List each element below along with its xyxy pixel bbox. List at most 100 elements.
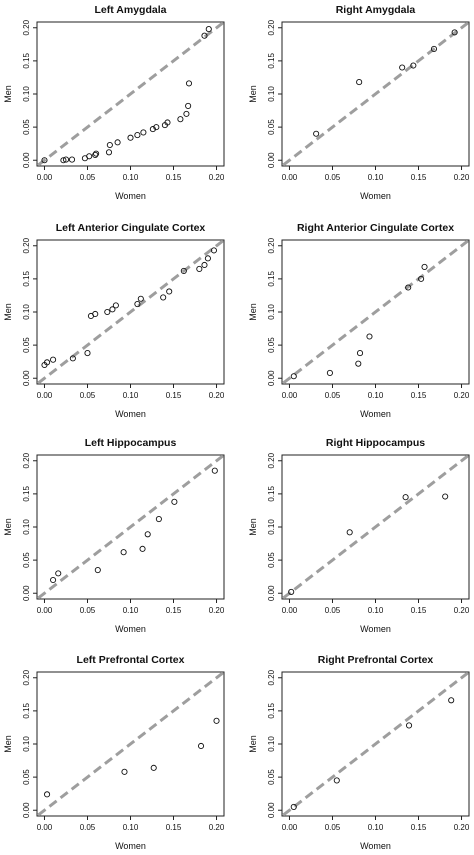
identity-reference-line <box>37 240 224 384</box>
x-tick-label: 0.05 <box>80 391 96 400</box>
y-tick-label: 0.00 <box>22 802 31 818</box>
x-tick-label: 0.15 <box>411 606 427 615</box>
data-point <box>68 156 76 163</box>
data-point <box>204 255 211 262</box>
data-point <box>104 308 111 316</box>
data-point <box>211 467 218 474</box>
data-point <box>418 275 425 282</box>
panel-title: Right Anterior Cingulate Cortex <box>297 222 454 234</box>
x-tick-label: 0.10 <box>368 606 384 615</box>
x-tick-label: 0.20 <box>454 606 470 615</box>
x-tick-label: 0.05 <box>80 173 96 182</box>
chart-panel-7: Left Prefrontal Cortex 0.00 0.05 0.10 0.15 0.… <box>3 654 225 851</box>
y-tick-label: 0.00 <box>267 585 276 601</box>
x-tick-label: 0.20 <box>454 391 470 400</box>
y-tick-label: 0.20 <box>22 669 31 685</box>
data-point <box>290 803 297 810</box>
data-point <box>69 355 76 362</box>
x-tick-label: 0.00 <box>282 391 298 400</box>
identity-reference-line <box>282 240 469 384</box>
x-axis-label: Women <box>360 409 391 419</box>
data-point <box>114 139 121 146</box>
y-tick-label: 0.15 <box>22 486 31 502</box>
x-tick-label: 0.10 <box>123 606 139 615</box>
data-point <box>50 576 57 584</box>
y-tick-label: 0.10 <box>267 519 276 535</box>
y-tick-label: 0.20 <box>22 19 31 35</box>
data-point <box>44 791 51 798</box>
data-point <box>205 26 212 33</box>
x-axis-label: Women <box>360 624 391 634</box>
data-point <box>366 333 373 340</box>
data-point <box>430 45 438 53</box>
identity-reference-line <box>37 455 224 599</box>
y-tick-label: 0.10 <box>267 304 276 320</box>
y-tick-label: 0.00 <box>22 585 31 601</box>
identity-reference-line <box>282 455 469 599</box>
data-point <box>139 545 146 552</box>
identity-reference-line <box>37 672 224 816</box>
y-axis-label: Men <box>248 518 258 536</box>
y-tick-label: 0.10 <box>22 304 31 320</box>
x-tick-label: 0.05 <box>80 606 96 615</box>
data-point <box>402 494 409 501</box>
data-point <box>92 310 99 318</box>
y-tick-label: 0.20 <box>267 19 276 35</box>
data-point <box>180 267 187 274</box>
data-point <box>149 126 156 133</box>
data-point <box>120 549 127 556</box>
x-tick-label: 0.00 <box>282 173 298 182</box>
x-tick-label: 0.10 <box>123 173 139 182</box>
data-point <box>177 116 184 123</box>
y-tick-label: 0.15 <box>22 53 31 69</box>
x-tick-label: 0.05 <box>325 823 341 832</box>
y-axis-label: Men <box>3 85 13 103</box>
identity-reference-line <box>37 22 224 166</box>
data-point <box>60 157 67 164</box>
identity-reference-line <box>282 22 469 166</box>
chart-panel-2: Right Amygdala 0.00 0.05 0.10 0.15 0.20 0.00 0.… <box>248 4 470 201</box>
panel-title: Left Prefrontal Cortex <box>77 654 185 666</box>
x-tick-label: 0.20 <box>209 391 225 400</box>
x-tick-label: 0.00 <box>37 606 53 615</box>
y-tick-label: 0.05 <box>22 119 31 135</box>
data-point <box>405 722 413 729</box>
x-axis-label: Women <box>115 624 146 634</box>
data-point <box>134 301 141 308</box>
y-tick-label: 0.05 <box>267 119 276 135</box>
data-point <box>55 570 62 577</box>
y-tick-label: 0.00 <box>267 370 276 386</box>
data-point <box>94 567 101 574</box>
y-tick-label: 0.10 <box>22 519 31 535</box>
y-tick-label: 0.20 <box>267 452 276 468</box>
x-tick-label: 0.05 <box>80 823 96 832</box>
x-tick-label: 0.00 <box>37 391 53 400</box>
data-point <box>442 493 449 500</box>
panel-title: Right Prefrontal Cortex <box>318 654 434 666</box>
y-tick-label: 0.20 <box>22 452 31 468</box>
x-tick-label: 0.15 <box>411 823 427 832</box>
data-point <box>356 79 363 86</box>
data-point <box>405 284 412 291</box>
x-tick-label: 0.10 <box>368 823 384 832</box>
y-tick-label: 0.15 <box>267 703 276 719</box>
y-tick-label: 0.05 <box>267 769 276 785</box>
x-tick-label: 0.10 <box>368 173 384 182</box>
panel-title: Left Amygdala <box>95 4 167 16</box>
y-tick-label: 0.15 <box>267 271 276 287</box>
data-point <box>155 516 162 523</box>
chart-panel-1: Left Amygdala 0.00 0.05 0.10 0.15 0.20 0.00 0.0… <box>3 4 225 201</box>
data-point <box>196 265 203 272</box>
data-point <box>121 768 128 775</box>
chart-panel-8: Right Prefrontal Cortex 0.00 0.05 0.10 0.15 0… <box>248 654 470 851</box>
y-tick-label: 0.10 <box>267 736 276 752</box>
data-point <box>164 119 171 126</box>
y-axis-label: Men <box>248 735 258 753</box>
y-axis-label: Men <box>3 735 13 753</box>
y-tick-label: 0.15 <box>267 486 276 502</box>
y-tick-label: 0.05 <box>267 337 276 353</box>
x-tick-label: 0.15 <box>166 823 182 832</box>
data-point <box>213 717 220 724</box>
data-point <box>93 150 100 157</box>
y-tick-label: 0.00 <box>267 152 276 168</box>
